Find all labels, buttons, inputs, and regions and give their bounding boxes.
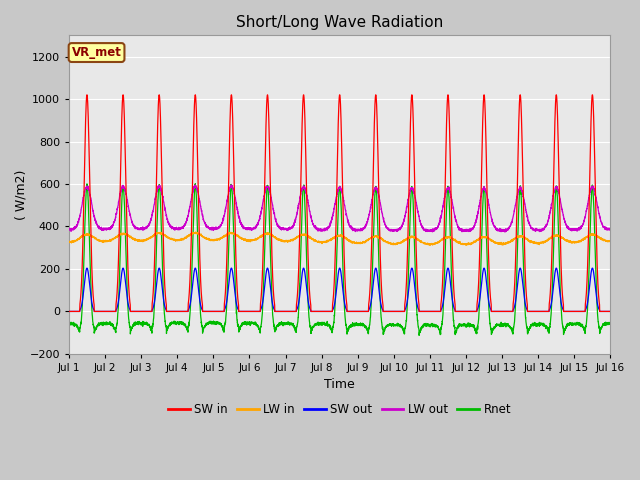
Legend: SW in, LW in, SW out, LW out, Rnet: SW in, LW in, SW out, LW out, Rnet [164,398,516,420]
Title: Short/Long Wave Radiation: Short/Long Wave Radiation [236,15,444,30]
Text: VR_met: VR_met [72,46,122,59]
Y-axis label: ( W/m2): ( W/m2) [15,169,28,220]
X-axis label: Time: Time [324,379,355,392]
